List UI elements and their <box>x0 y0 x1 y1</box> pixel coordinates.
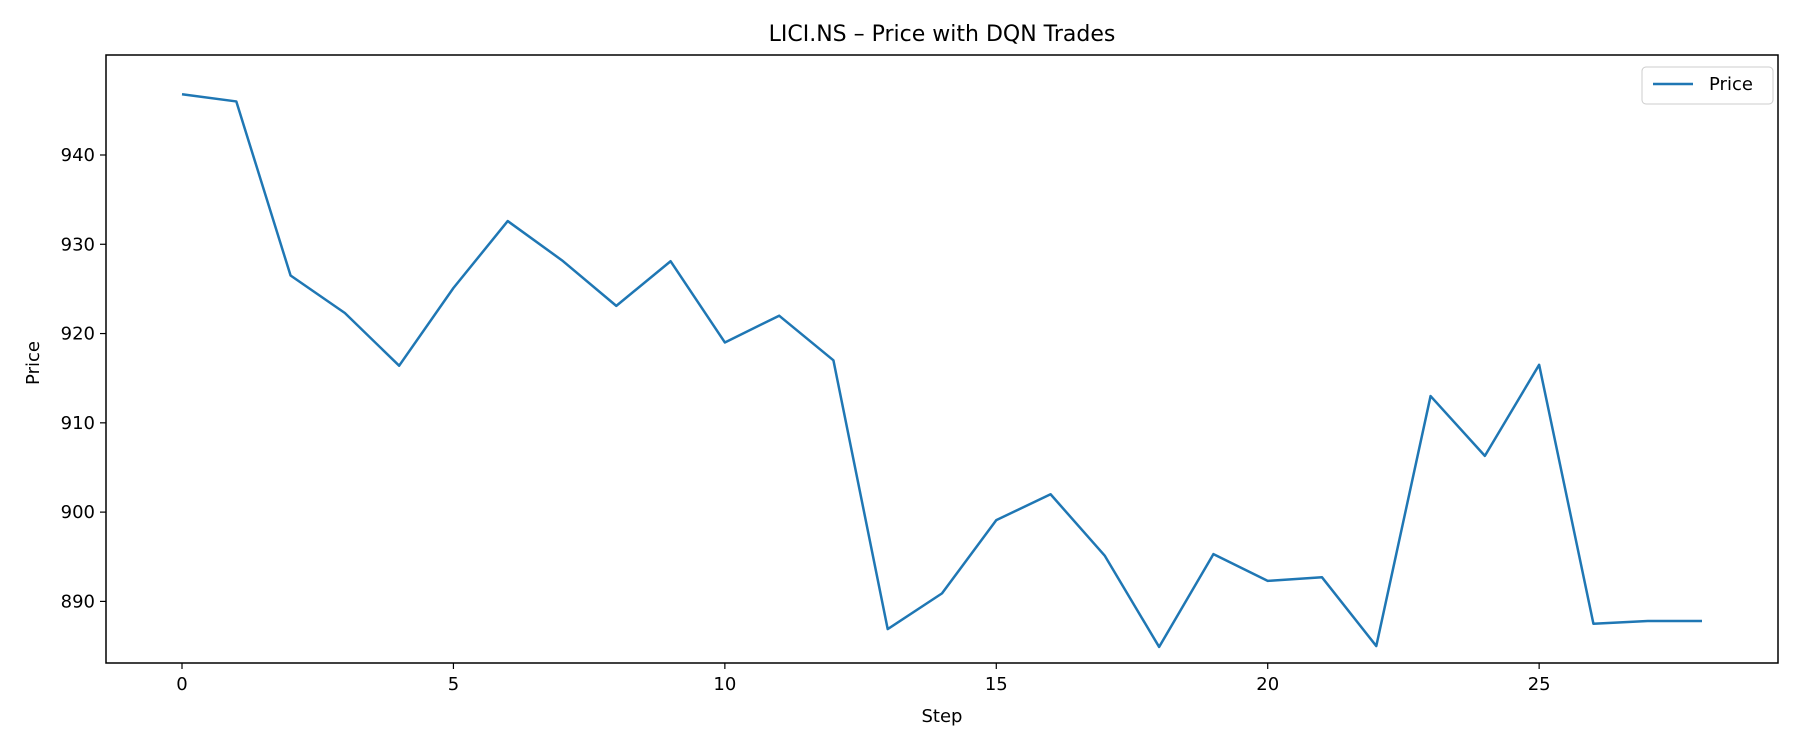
x-tick-label: 25 <box>1528 674 1551 695</box>
x-axis-label: Step <box>922 706 963 727</box>
y-tick-label: 890 <box>61 591 95 612</box>
y-tick-label: 930 <box>61 234 95 255</box>
legend: Price <box>1641 66 1774 105</box>
y-tick-label: 940 <box>61 145 95 166</box>
y-tick-label: 920 <box>61 324 95 345</box>
y-tick-label: 910 <box>61 413 95 434</box>
x-tick-label: 15 <box>985 674 1008 695</box>
x-tick-label: 20 <box>1256 674 1279 695</box>
series-line-price <box>181 93 1702 649</box>
plot-area <box>181 93 1702 649</box>
x-tick-label: 10 <box>713 674 736 695</box>
y-axis-label: Price <box>23 341 44 385</box>
x-tick-label: 0 <box>176 674 187 695</box>
x-tick-label: 5 <box>448 674 459 695</box>
plot-frame <box>105 54 1779 664</box>
legend-label-price: Price <box>1709 74 1753 95</box>
legend-box <box>1641 66 1774 105</box>
y-tick-label: 900 <box>61 502 95 523</box>
y-axis: 890 900 910 920 930 940 <box>61 145 106 612</box>
chart-title: LICI.NS – Price with DQN Trades <box>769 22 1116 47</box>
x-axis: 0 5 10 15 20 25 <box>176 663 1551 695</box>
